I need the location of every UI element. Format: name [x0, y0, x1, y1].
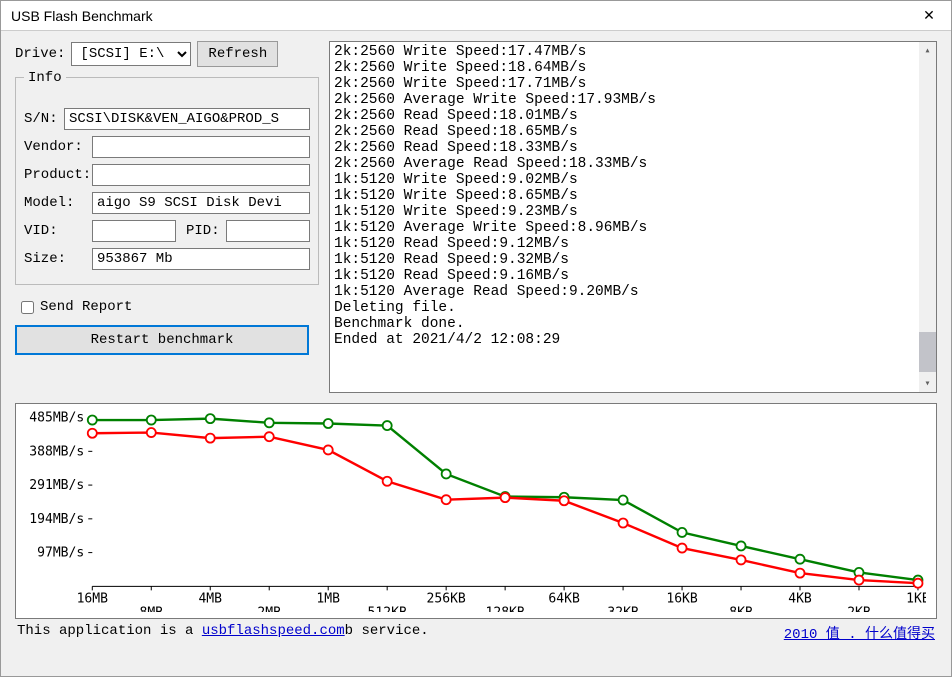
vid-input[interactable]	[92, 220, 176, 242]
drive-select[interactable]: [SCSI] E:\	[71, 42, 191, 66]
restart-benchmark-button[interactable]: Restart benchmark	[15, 325, 309, 355]
scroll-thumb[interactable]	[919, 332, 936, 372]
footer-right[interactable]: 2010 值 . 什么值得买	[784, 623, 935, 643]
sn-label: S/N:	[24, 111, 58, 127]
send-report-row: Send Report	[21, 299, 313, 315]
svg-text:1KB: 1KB	[906, 591, 926, 606]
log-panel: 2k:2560 Write Speed:17.47MB/s 2k:2560 Wr…	[329, 41, 937, 393]
sn-input[interactable]	[64, 108, 310, 130]
size-row: Size:	[24, 248, 310, 270]
svg-text:512KB: 512KB	[368, 605, 407, 612]
scroll-up-icon[interactable]: ▴	[919, 42, 936, 59]
svg-text:16KB: 16KB	[666, 591, 698, 606]
content-area: Drive: [SCSI] E:\ Refresh Info S/N: Vend…	[1, 31, 951, 676]
svg-text:64KB: 64KB	[548, 591, 580, 606]
vid-label: VID:	[24, 223, 86, 239]
log-textarea[interactable]: 2k:2560 Write Speed:17.47MB/s 2k:2560 Wr…	[329, 41, 937, 393]
product-row: Product:	[24, 164, 310, 186]
svg-text:4KB: 4KB	[788, 591, 812, 606]
vid-pid-row: VID: PID:	[24, 220, 310, 242]
scroll-down-icon[interactable]: ▾	[919, 375, 936, 392]
product-input[interactable]	[92, 164, 310, 186]
drive-row: Drive: [SCSI] E:\ Refresh	[15, 41, 319, 67]
chart-panel: 97MB/s 194MB/s 291MB/s 388MB/s 485MB/s 16MB 8M…	[15, 403, 937, 619]
sn-row: S/N:	[24, 108, 310, 130]
svg-text:4MB: 4MB	[198, 591, 222, 606]
left-panel: Drive: [SCSI] E:\ Refresh Info S/N: Vend…	[15, 41, 319, 393]
svg-text:2KB: 2KB	[847, 605, 871, 612]
refresh-button[interactable]: Refresh	[197, 41, 278, 67]
svg-text:97MB/s: 97MB/s	[37, 546, 84, 561]
size-input[interactable]	[92, 248, 310, 270]
close-button[interactable]: ✕	[907, 1, 951, 30]
vendor-row: Vendor:	[24, 136, 310, 158]
send-report-label: Send Report	[40, 299, 132, 315]
window-title: USB Flash Benchmark	[11, 8, 907, 24]
svg-text:1MB: 1MB	[316, 591, 340, 606]
model-label: Model:	[24, 195, 86, 211]
svg-text:291MB/s: 291MB/s	[29, 478, 84, 493]
pid-label: PID:	[186, 223, 220, 239]
vendor-input[interactable]	[92, 136, 310, 158]
app-window: USB Flash Benchmark ✕ Drive: [SCSI] E:\ …	[0, 0, 952, 677]
model-input[interactable]	[92, 192, 310, 214]
vendor-label: Vendor:	[24, 139, 86, 155]
svg-text:32KB: 32KB	[607, 605, 639, 612]
svg-text:2MB: 2MB	[257, 605, 281, 612]
send-report-checkbox[interactable]	[21, 301, 34, 314]
top-row: Drive: [SCSI] E:\ Refresh Info S/N: Vend…	[15, 41, 937, 393]
svg-text:128KB: 128KB	[485, 605, 524, 612]
svg-text:16MB: 16MB	[77, 591, 109, 606]
info-legend: Info	[24, 70, 66, 86]
footer-link[interactable]: usbflashspeed.com	[202, 623, 345, 639]
svg-text:194MB/s: 194MB/s	[29, 512, 84, 527]
titlebar[interactable]: USB Flash Benchmark ✕	[1, 1, 951, 31]
pid-input[interactable]	[226, 220, 310, 242]
svg-text:485MB/s: 485MB/s	[29, 411, 84, 426]
speed-chart: 97MB/s 194MB/s 291MB/s 388MB/s 485MB/s 16MB 8M…	[26, 410, 926, 612]
model-row: Model:	[24, 192, 310, 214]
svg-text:388MB/s: 388MB/s	[29, 444, 84, 459]
svg-text:8MB: 8MB	[139, 605, 163, 612]
product-label: Product:	[24, 167, 86, 183]
log-scrollbar[interactable]: ▴ ▾	[919, 42, 936, 392]
footer: This application is a usbflashspeed.comb…	[15, 619, 937, 643]
drive-label: Drive:	[15, 46, 65, 62]
close-icon: ✕	[923, 7, 935, 24]
svg-text:256KB: 256KB	[427, 591, 466, 606]
svg-text:8KB: 8KB	[729, 605, 753, 612]
footer-prefix: This application is a	[17, 623, 193, 639]
footer-suffix: b service.	[345, 623, 429, 639]
info-fieldset: Info S/N: Vendor: Product: Model:	[15, 77, 319, 285]
size-label: Size:	[24, 251, 86, 267]
